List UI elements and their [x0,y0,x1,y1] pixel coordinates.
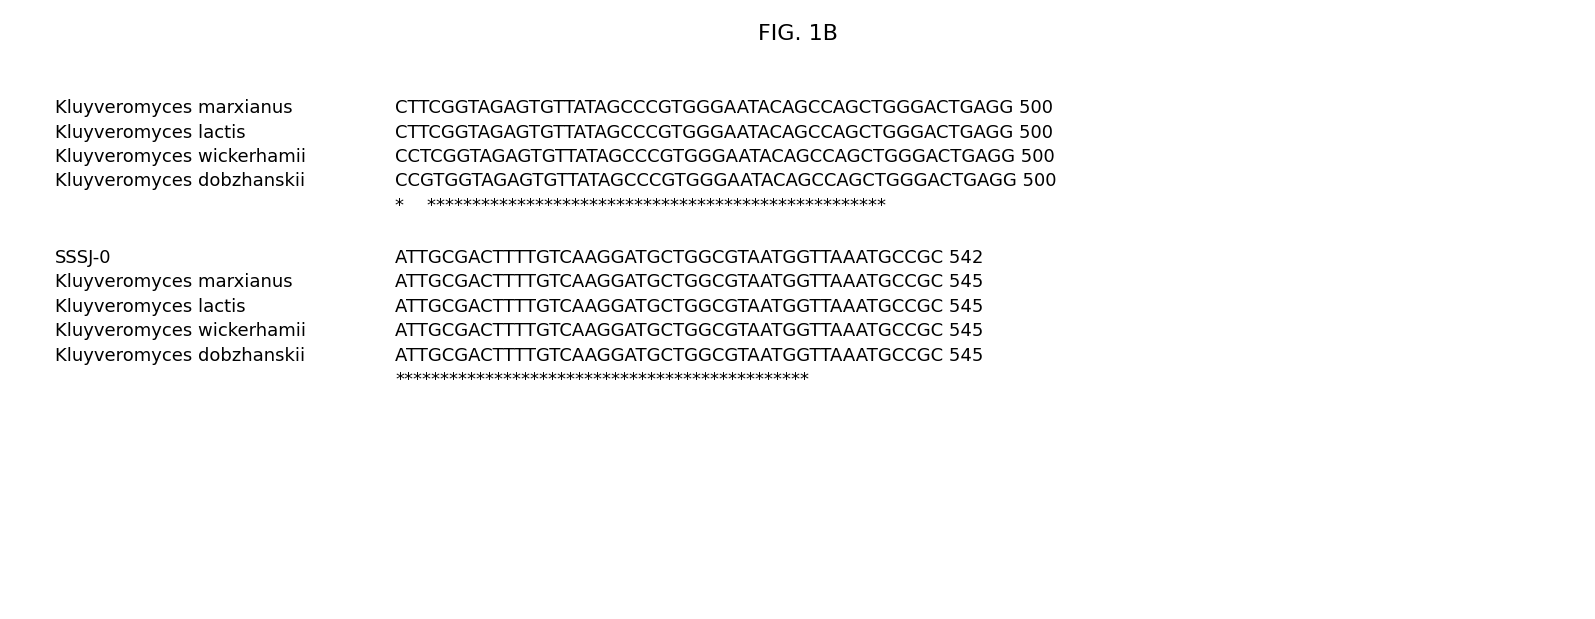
Text: ATTGCGACTTTTGTCAAGGATGCTGGCGTAATGGTTAAATGCCGC 545: ATTGCGACTTTTGTCAAGGATGCTGGCGTAATGGTTAAAT… [396,274,984,292]
Text: Kluyveromyces lactis: Kluyveromyces lactis [54,124,246,142]
Text: SSSJ-0: SSSJ-0 [54,249,112,267]
Text: Kluyveromyces dobzhanskii: Kluyveromyces dobzhanskii [54,173,305,191]
Text: **********************************************: ****************************************… [396,371,809,389]
Text: CTTCGGTAGAGTGTTATAGCCCGTGGGAATACAGCCAGCTGGGACTGAGG 500: CTTCGGTAGAGTGTTATAGCCCGTGGGAATACAGCCAGCT… [396,124,1053,142]
Text: Kluyveromyces wickerhamii: Kluyveromyces wickerhamii [54,322,306,340]
Text: FIG. 1B: FIG. 1B [758,24,837,44]
Text: Kluyveromyces marxianus: Kluyveromyces marxianus [54,99,292,117]
Text: ATTGCGACTTTTGTCAAGGATGCTGGCGTAATGGTTAAATGCCGC 545: ATTGCGACTTTTGTCAAGGATGCTGGCGTAATGGTTAAAT… [396,322,984,340]
Text: Kluyveromyces lactis: Kluyveromyces lactis [54,298,246,316]
Text: ATTGCGACTTTTGTCAAGGATGCTGGCGTAATGGTTAAATGCCGC 545: ATTGCGACTTTTGTCAAGGATGCTGGCGTAATGGTTAAAT… [396,298,984,316]
Text: Kluyveromyces marxianus: Kluyveromyces marxianus [54,274,292,292]
Text: *    ***************************************************: * **************************************… [396,197,885,215]
Text: ATTGCGACTTTTGTCAAGGATGCTGGCGTAATGGTTAAATGCCGC 545: ATTGCGACTTTTGTCAAGGATGCTGGCGTAATGGTTAAAT… [396,347,984,365]
Text: CTTCGGTAGAGTGTTATAGCCCGTGGGAATACAGCCAGCTGGGACTGAGG 500: CTTCGGTAGAGTGTTATAGCCCGTGGGAATACAGCCAGCT… [396,99,1053,117]
Text: Kluyveromyces wickerhamii: Kluyveromyces wickerhamii [54,148,306,166]
Text: Kluyveromyces dobzhanskii: Kluyveromyces dobzhanskii [54,347,305,365]
Text: ATTGCGACTTTTGTCAAGGATGCTGGCGTAATGGTTAAATGCCGC 542: ATTGCGACTTTTGTCAAGGATGCTGGCGTAATGGTTAAAT… [396,249,984,267]
Text: CCTCGGTAGAGTGTTATAGCCCGTGGGAATACAGCCAGCTGGGACTGAGG 500: CCTCGGTAGAGTGTTATAGCCCGTGGGAATACAGCCAGCT… [396,148,1054,166]
Text: CCGTGGTAGAGTGTTATAGCCCGTGGGAATACAGCCAGCTGGGACTGAGG 500: CCGTGGTAGAGTGTTATAGCCCGTGGGAATACAGCCAGCT… [396,173,1056,191]
